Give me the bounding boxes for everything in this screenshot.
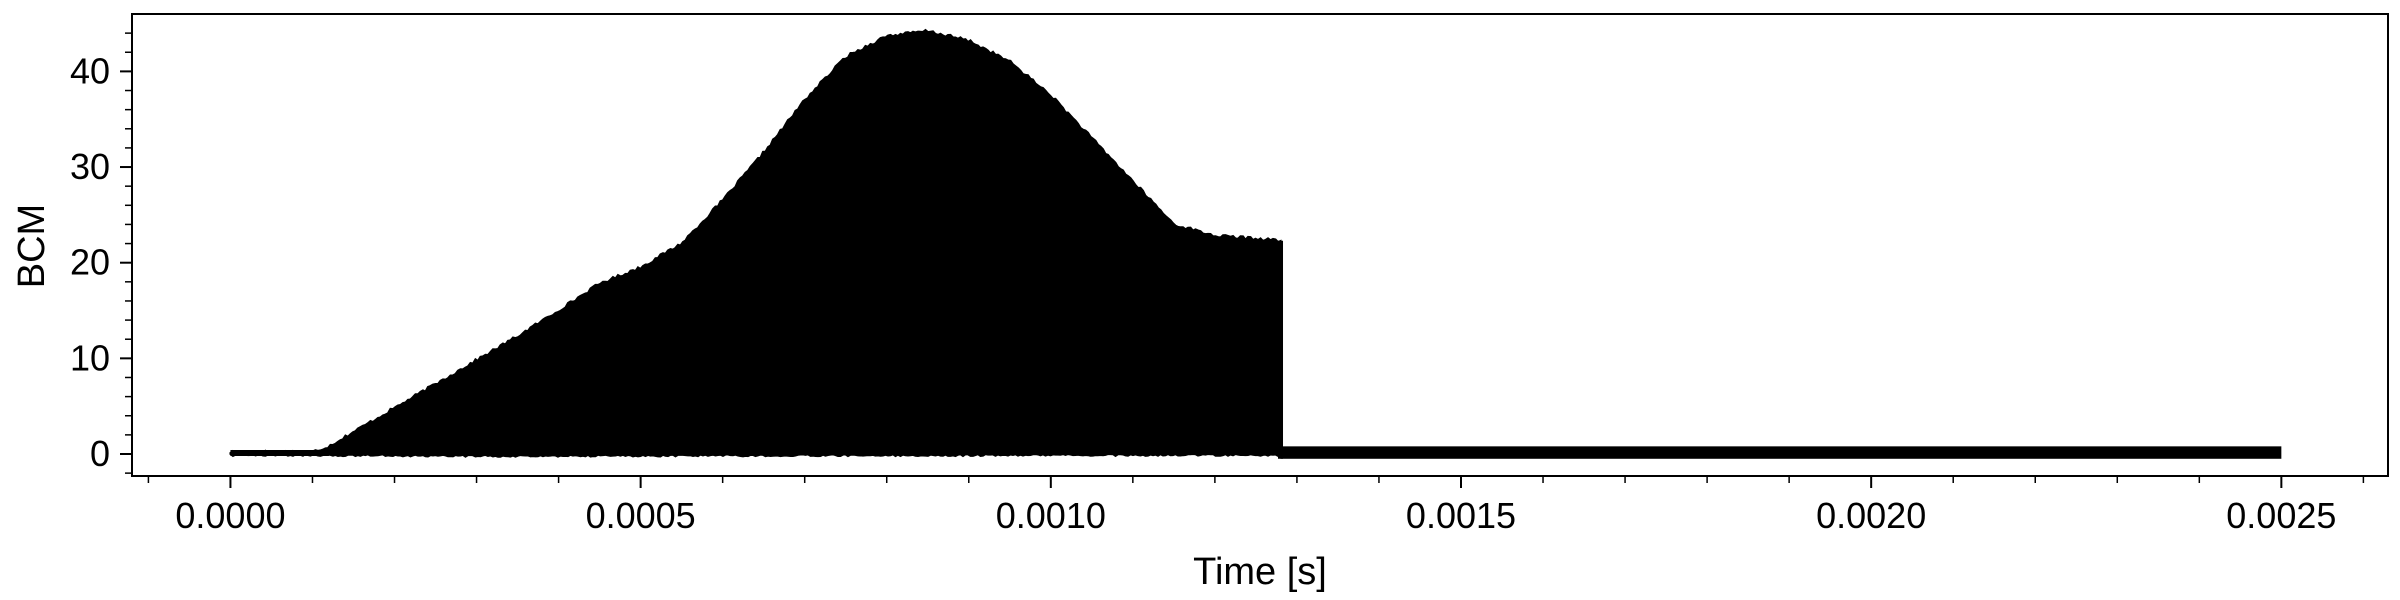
- x-tick-label: 0.0005: [586, 495, 696, 536]
- x-axis-title: Time [s]: [1193, 551, 1327, 593]
- x-tick-label: 0.0015: [1406, 495, 1516, 536]
- y-tick-label: 10: [70, 337, 110, 378]
- y-tick-label: 30: [70, 146, 110, 187]
- x-tick-label: 0.0000: [175, 495, 285, 536]
- plot-frame: [131, 13, 2389, 477]
- x-tick-label: 0.0025: [2226, 495, 2336, 536]
- noise-band: [1280, 446, 2282, 459]
- x-tick-label: 0.0010: [996, 495, 1106, 536]
- axis-layer: 0.0000 0.0005 0.0010 0.0015 0.0020 0.0025 0 10 2…: [70, 32, 2365, 536]
- data-layer: [229, 28, 2282, 459]
- y-axis-title: BCM: [11, 204, 53, 288]
- y-tick-label: 40: [70, 50, 110, 91]
- y-tick-label: 0: [90, 433, 110, 474]
- x-tick-label: 0.0020: [1816, 495, 1926, 536]
- y-tick-label: 20: [70, 242, 110, 283]
